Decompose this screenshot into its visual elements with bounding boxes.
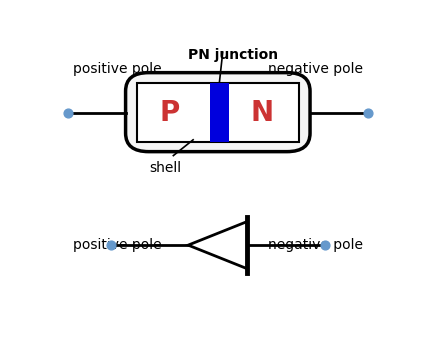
Text: P: P <box>160 99 180 127</box>
Point <box>108 242 114 248</box>
Text: negative pole: negative pole <box>268 238 363 252</box>
Text: N: N <box>251 99 274 127</box>
Text: shell: shell <box>149 161 181 175</box>
FancyBboxPatch shape <box>125 73 310 152</box>
Point <box>364 110 371 116</box>
Point <box>65 110 71 116</box>
Text: positive pole: positive pole <box>73 238 162 252</box>
Bar <box>137 83 298 142</box>
Text: positive pole: positive pole <box>73 62 162 76</box>
Bar <box>210 83 229 142</box>
Text: negative pole: negative pole <box>268 62 363 76</box>
Point <box>321 242 328 248</box>
Polygon shape <box>188 221 247 269</box>
Text: PN junction: PN junction <box>187 48 278 62</box>
